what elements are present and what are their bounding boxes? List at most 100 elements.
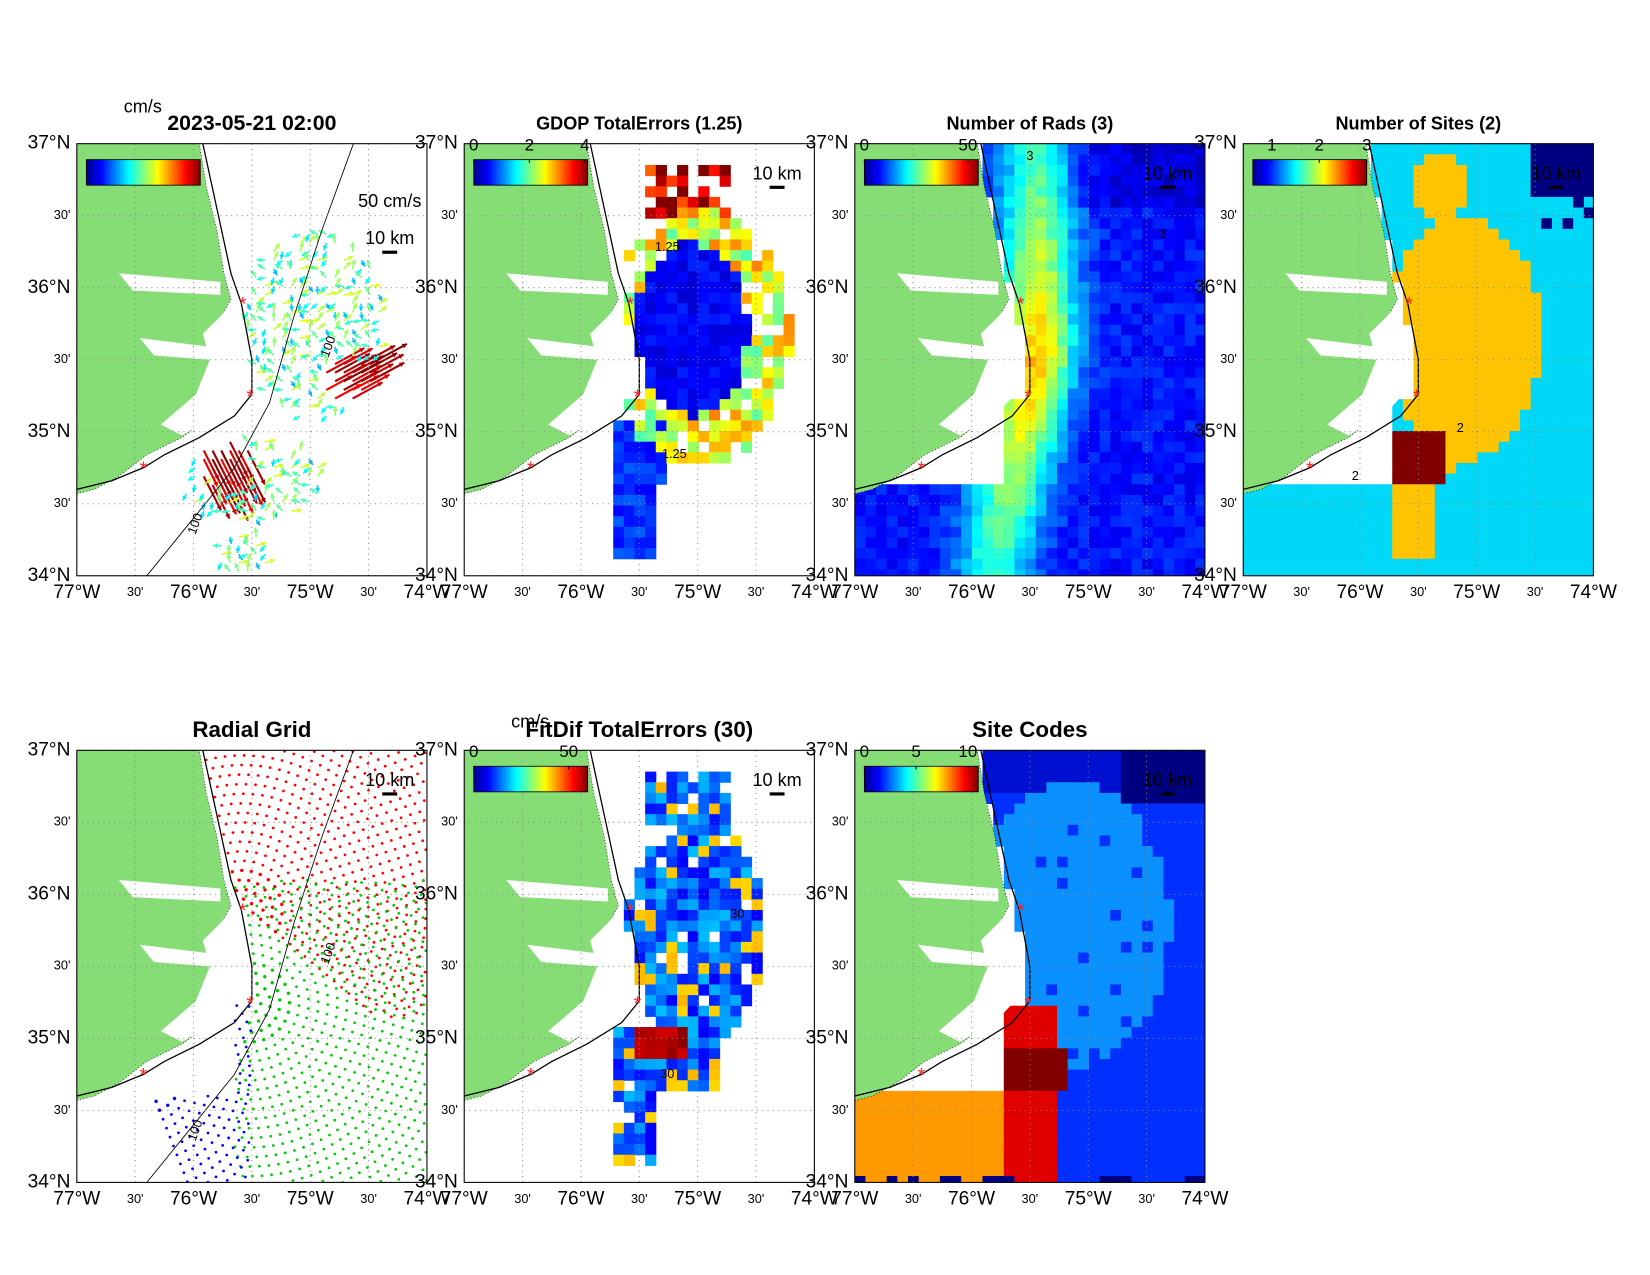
grid-cell <box>1456 526 1468 538</box>
grid-cell <box>666 377 678 389</box>
radial-grid-point <box>290 892 294 896</box>
grid-cell <box>1434 186 1447 198</box>
radial-grid-point <box>375 954 379 958</box>
radial-grid-point <box>267 925 271 929</box>
radial-grid-point <box>385 1090 389 1094</box>
grid-cell <box>645 878 657 890</box>
grid-cell <box>1349 516 1361 528</box>
grid-cell <box>1477 399 1489 411</box>
grid-cell <box>1014 228 1026 240</box>
vector-head <box>269 442 274 448</box>
radial-grid-point <box>340 947 344 951</box>
grid-cell <box>666 963 678 975</box>
vector-head <box>297 306 303 312</box>
radial-grid-point <box>258 872 262 877</box>
grid-cell <box>1035 452 1047 464</box>
grid-cell <box>613 537 625 549</box>
grid-cell <box>677 260 689 272</box>
grid-cell <box>634 452 646 464</box>
grid-cell <box>677 292 689 304</box>
grid-cell <box>1152 239 1164 251</box>
grid-cell <box>1142 409 1154 421</box>
vector-head <box>270 279 276 285</box>
grid-cell <box>1530 462 1542 475</box>
radial-grid-point <box>278 1133 282 1136</box>
grid-cell <box>1445 484 1457 496</box>
grid-cell <box>666 271 678 283</box>
vector-head <box>239 553 246 558</box>
grid-cell <box>1551 409 1564 421</box>
vector-head <box>287 260 292 266</box>
grid-cell <box>1025 473 1037 485</box>
radial-grid-point <box>380 947 384 951</box>
map-area: *** <box>76 143 427 576</box>
radial-grid-point <box>394 1141 398 1144</box>
radial-grid-point <box>357 899 360 902</box>
grid-cell <box>623 548 636 560</box>
radial-grid-point <box>306 1007 310 1010</box>
grid-cell <box>708 920 721 932</box>
grid-cell <box>939 1165 952 1177</box>
grid-cell <box>1099 175 1111 187</box>
radial-grid-point <box>287 1001 292 1005</box>
grid-cell <box>1110 186 1122 198</box>
grid-cell <box>1243 526 1255 538</box>
grid-cell <box>1466 303 1478 315</box>
grid-cell <box>1551 420 1564 432</box>
radial-grid-point <box>238 1126 241 1130</box>
grid-cell <box>1583 196 1594 209</box>
vector-head <box>261 541 267 547</box>
radial-grid-point <box>315 906 319 910</box>
radial-grid-point <box>371 844 375 848</box>
vector-head <box>259 297 265 303</box>
grid-cell <box>730 995 742 1007</box>
grid-cell <box>687 920 699 932</box>
grid-cell <box>677 313 689 326</box>
grid-cell <box>1339 484 1351 496</box>
grid-cell <box>687 963 699 975</box>
grid-cell <box>1088 335 1101 347</box>
grid-cell <box>1067 196 1079 209</box>
radial-grid-point <box>318 1068 321 1072</box>
vector-head <box>244 559 250 565</box>
grid-cell <box>918 1101 930 1113</box>
grid-cell <box>1152 484 1164 496</box>
vector-head <box>334 320 340 326</box>
grid-cell <box>666 941 678 954</box>
radial-grid-point <box>338 887 341 891</box>
grid-cell <box>1583 345 1594 358</box>
grid-cell <box>1413 431 1425 443</box>
grid-cell <box>1583 462 1594 475</box>
grid-cell <box>1498 388 1510 400</box>
grid-cell <box>1057 441 1069 453</box>
radial-grid-point <box>286 928 289 931</box>
grid-cell <box>1078 399 1090 411</box>
radial-grid-point <box>316 1039 319 1043</box>
grid-cell <box>1477 335 1489 347</box>
grid-cell <box>1003 1165 1015 1177</box>
radial-grid-point <box>362 1004 365 1008</box>
grid-cell <box>897 1090 909 1103</box>
grid-cell <box>1466 473 1478 485</box>
grid-cell <box>666 1016 678 1028</box>
grid-cell <box>677 239 689 251</box>
grid-cell <box>677 1027 689 1039</box>
radial-grid-point <box>333 809 337 813</box>
grid-cell <box>708 207 721 219</box>
grid-cell <box>1067 388 1079 400</box>
grid-cell <box>1434 207 1447 219</box>
radial-grid-point <box>353 1051 357 1055</box>
radial-grid-point <box>330 1175 333 1179</box>
radial-grid-point <box>257 1126 260 1130</box>
grid-cell <box>1541 292 1553 304</box>
vector-head <box>270 438 276 444</box>
grid-cell <box>897 516 909 528</box>
grid-cell <box>1120 431 1133 443</box>
grid-cell <box>1402 260 1415 272</box>
grid-cell <box>1339 505 1351 517</box>
radial-grid-point <box>195 1153 199 1157</box>
grid-cell <box>1402 505 1415 517</box>
radial-grid-point <box>380 822 384 826</box>
sound <box>917 338 988 360</box>
